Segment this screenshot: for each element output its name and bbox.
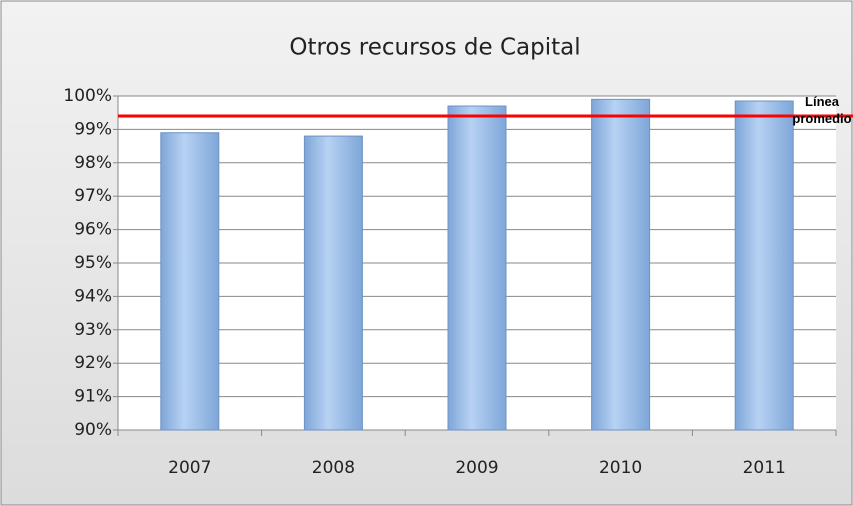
y-tick-label: 90% <box>74 420 112 440</box>
bar <box>303 135 363 431</box>
y-tick-label: 99% <box>74 119 112 139</box>
y-tick-label: 95% <box>74 253 112 273</box>
y-tick-label: 96% <box>74 220 112 240</box>
bar <box>734 100 794 431</box>
y-tick-label: 94% <box>74 286 112 306</box>
y-tick-label: 91% <box>74 387 112 407</box>
y-tick-label: 97% <box>74 186 112 206</box>
y-tick-label: 93% <box>74 320 112 340</box>
x-tick-label: 2010 <box>599 458 642 478</box>
chart-title: Otros recursos de Capital <box>289 35 580 61</box>
x-tick-label: 2008 <box>312 458 355 478</box>
bar <box>591 98 651 431</box>
y-tick-label: 92% <box>74 353 112 373</box>
y-tick-label: 100% <box>63 86 112 106</box>
x-tick-label: 2011 <box>743 458 786 478</box>
average-line-label: Línea promedio <box>792 94 852 126</box>
bar <box>447 105 507 431</box>
y-tick-label: 98% <box>74 153 112 173</box>
bar <box>160 132 220 431</box>
x-tick-label: 2009 <box>455 458 498 478</box>
x-tick-label: 2007 <box>168 458 211 478</box>
